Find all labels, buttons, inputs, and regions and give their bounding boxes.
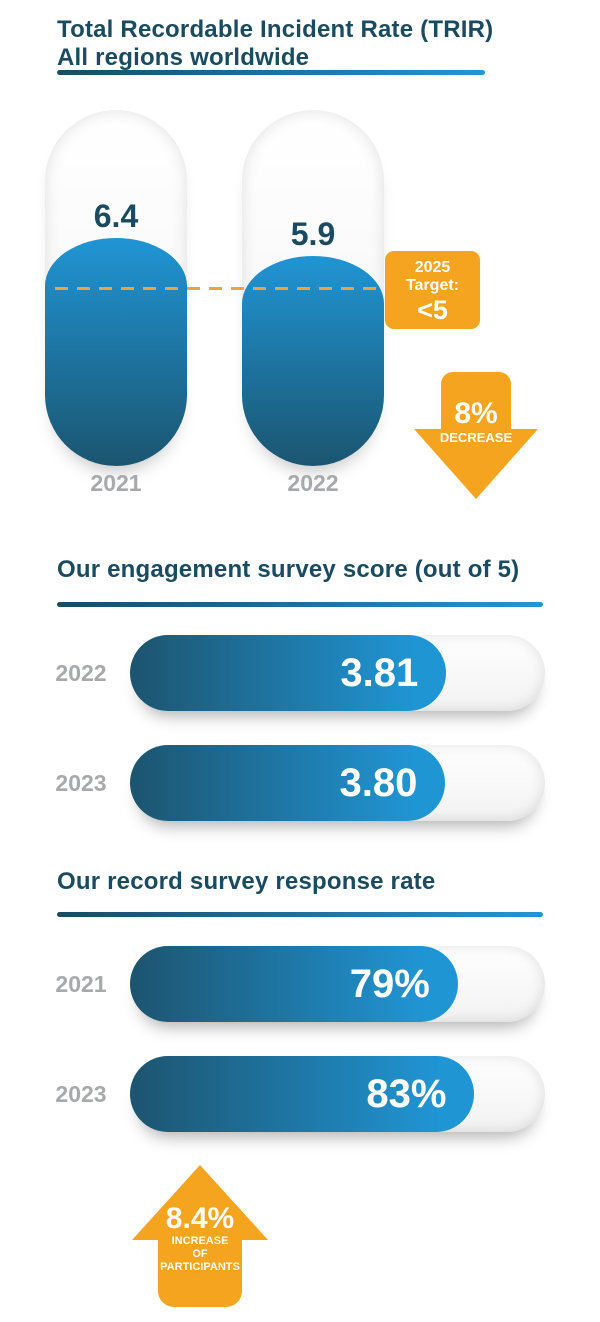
- response-track-2021: 79%: [130, 946, 545, 1022]
- engagement-track-2022: 3.81: [130, 635, 545, 711]
- pill-fill-2022: [242, 255, 384, 466]
- decrease-arrow-stem: [441, 372, 511, 429]
- increase-arrow-stem: [158, 1240, 242, 1307]
- pill-bar-2022: 5.9: [242, 110, 384, 466]
- response-fill-2021: 79%: [130, 946, 458, 1022]
- target-badge: 2025 Target: <5: [385, 251, 480, 329]
- engagement-value-2022: 3.81: [340, 650, 419, 695]
- engagement-label-2023: 2023: [55, 769, 107, 796]
- target-badge-value: <5: [417, 295, 448, 325]
- year-label-2021: 2021: [90, 470, 142, 496]
- increase-arrow-line2: OF: [192, 1248, 208, 1260]
- increase-arrow-value: 8.4%: [165, 1202, 235, 1235]
- trir-title: Total Recordable Incident Rate (TRIR) Al…: [57, 16, 493, 72]
- engagement-divider: [57, 602, 543, 607]
- pill-value-2021: 6.4: [93, 198, 139, 235]
- pill-value-2022: 5.9: [290, 215, 336, 252]
- target-dashed-line: [55, 286, 387, 290]
- engagement-track-2023: 3.80: [130, 745, 545, 821]
- engagement-fill-2023: 3.80: [130, 745, 446, 821]
- decrease-arrow-head: [414, 429, 538, 499]
- response-value-2021: 79%: [349, 961, 430, 1006]
- response-fill-2023: 83%: [130, 1056, 475, 1132]
- pill-fill-2021: [45, 238, 187, 466]
- target-badge-label: Target:: [405, 277, 460, 294]
- increase-arrow-head: [132, 1165, 268, 1240]
- decrease-arrow: 8% DECREASE: [414, 372, 538, 499]
- target-badge-year: 2025: [414, 259, 451, 276]
- decrease-arrow-label: DECREASE: [439, 430, 513, 445]
- response-label-2021: 2021: [55, 970, 107, 997]
- year-label-2022: 2022: [287, 470, 339, 496]
- response-divider: [57, 912, 543, 917]
- engagement-label-2022: 2022: [55, 659, 107, 686]
- increase-arrow: 8.4% INCREASE OF PARTICIPANTS: [132, 1165, 268, 1307]
- engagement-title: Our engagement survey score (out of 5): [57, 556, 520, 583]
- response-track-2023: 83%: [130, 1056, 545, 1132]
- response-value-2023: 83%: [366, 1071, 447, 1116]
- response-label-2023: 2023: [55, 1080, 107, 1107]
- response-title: Our record survey response rate: [57, 868, 436, 895]
- trir-title-line1: Total Recordable Incident Rate (TRIR): [57, 16, 494, 43]
- trir-divider: [57, 70, 485, 75]
- trir-title-line2: All regions worldwide: [57, 44, 310, 71]
- increase-arrow-line1: INCREASE: [171, 1235, 229, 1247]
- engagement-value-2023: 3.80: [339, 760, 418, 805]
- engagement-fill-2022: 3.81: [130, 635, 447, 711]
- increase-arrow-line3: PARTICIPANTS: [160, 1261, 240, 1273]
- decrease-arrow-value: 8%: [454, 397, 498, 430]
